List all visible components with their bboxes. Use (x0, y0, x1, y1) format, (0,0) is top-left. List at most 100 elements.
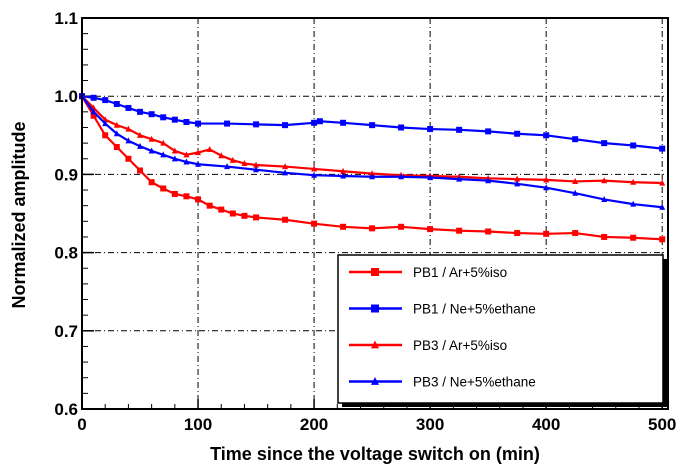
data-point (282, 216, 289, 223)
data-point (183, 151, 190, 158)
data-point (90, 108, 97, 115)
data-point (102, 132, 109, 139)
data-point (630, 234, 637, 241)
data-point (371, 340, 379, 349)
plot-frame (81, 17, 669, 410)
data-point (137, 131, 144, 138)
data-point (137, 108, 144, 115)
legend-label: PB1 / Ne+5%ethane (413, 302, 536, 317)
data-point (601, 140, 608, 147)
data-point (195, 120, 202, 127)
data-point (102, 120, 109, 127)
data-point (311, 165, 318, 172)
data-point (160, 185, 167, 192)
data-point (659, 236, 666, 243)
data-point (340, 119, 347, 126)
data-point (241, 160, 248, 167)
series-group (79, 92, 666, 243)
x-tick-label: 300 (416, 415, 444, 434)
data-point (160, 151, 167, 158)
data-point (543, 132, 550, 139)
data-point (282, 169, 289, 176)
data-point (137, 142, 144, 149)
data-point (224, 120, 231, 127)
data-point (224, 163, 231, 170)
x-axis-title: Time since the voltage switch on (min) (210, 444, 540, 464)
data-point (160, 139, 167, 146)
data-point (90, 112, 97, 119)
data-point (340, 172, 347, 179)
legend-label: PB1 / Ar+5%iso (413, 265, 507, 280)
data-point (630, 200, 637, 207)
data-point (183, 193, 190, 200)
data-point (125, 104, 132, 111)
data-point (311, 171, 318, 178)
legend-label: PB3 / Ar+5%iso (413, 338, 507, 353)
data-point (229, 210, 236, 217)
data-point (543, 176, 550, 183)
data-point (171, 190, 178, 197)
data-point (218, 152, 225, 159)
data-point (253, 214, 260, 221)
data-point (543, 230, 550, 237)
data-point (195, 196, 202, 203)
data-point (427, 126, 434, 133)
data-point (485, 128, 492, 135)
series (79, 92, 666, 210)
data-point (241, 212, 248, 219)
data-point (218, 206, 225, 213)
series (79, 93, 666, 152)
data-point (113, 121, 120, 128)
legend-item: PB1 / Ne+5%ethane (349, 302, 536, 317)
x-tick-label: 0 (77, 415, 86, 434)
legend-item: PB3 / Ne+5%ethane (349, 375, 536, 390)
data-point (369, 170, 376, 177)
data-point (125, 137, 132, 144)
data-point (630, 178, 637, 185)
data-point (113, 144, 120, 151)
y-tick-label: 0.7 (54, 322, 78, 341)
data-point (195, 149, 202, 156)
data-point (371, 376, 379, 385)
data-point (369, 122, 376, 129)
x-tick-label: 500 (648, 415, 676, 434)
y-tick-label: 1.0 (54, 87, 78, 106)
data-point (514, 130, 521, 137)
y-tick-label: 0.6 (54, 400, 78, 419)
data-point (601, 196, 608, 202)
data-point (113, 101, 120, 108)
data-point (311, 220, 318, 227)
data-point (183, 158, 190, 165)
data-point (340, 223, 347, 230)
series (79, 93, 666, 243)
y-axis-title: Normalized amplitude (9, 121, 29, 308)
data-point (371, 304, 379, 313)
legend-label: PB3 / Ne+5%ethane (413, 375, 536, 390)
data-point (311, 119, 318, 126)
data-point (253, 166, 260, 173)
data-point (340, 167, 347, 174)
data-point (316, 118, 323, 125)
data-point (659, 203, 666, 210)
data-point (398, 173, 405, 180)
data-point (148, 111, 155, 118)
data-point (183, 119, 190, 126)
data-point (206, 202, 213, 209)
x-tick-label: 400 (532, 415, 560, 434)
data-point (171, 116, 178, 123)
data-point (148, 179, 155, 186)
data-point (485, 177, 492, 184)
data-point (137, 167, 144, 174)
data-point (171, 155, 178, 162)
y-tick-label: 0.8 (54, 244, 78, 263)
data-point (630, 142, 637, 149)
data-point (543, 184, 550, 191)
data-point (456, 126, 463, 133)
data-point (369, 225, 376, 232)
data-point (659, 145, 666, 152)
data-point (572, 178, 579, 185)
y-tick-label: 1.1 (54, 9, 78, 28)
data-point (371, 268, 379, 276)
data-point (282, 122, 289, 129)
